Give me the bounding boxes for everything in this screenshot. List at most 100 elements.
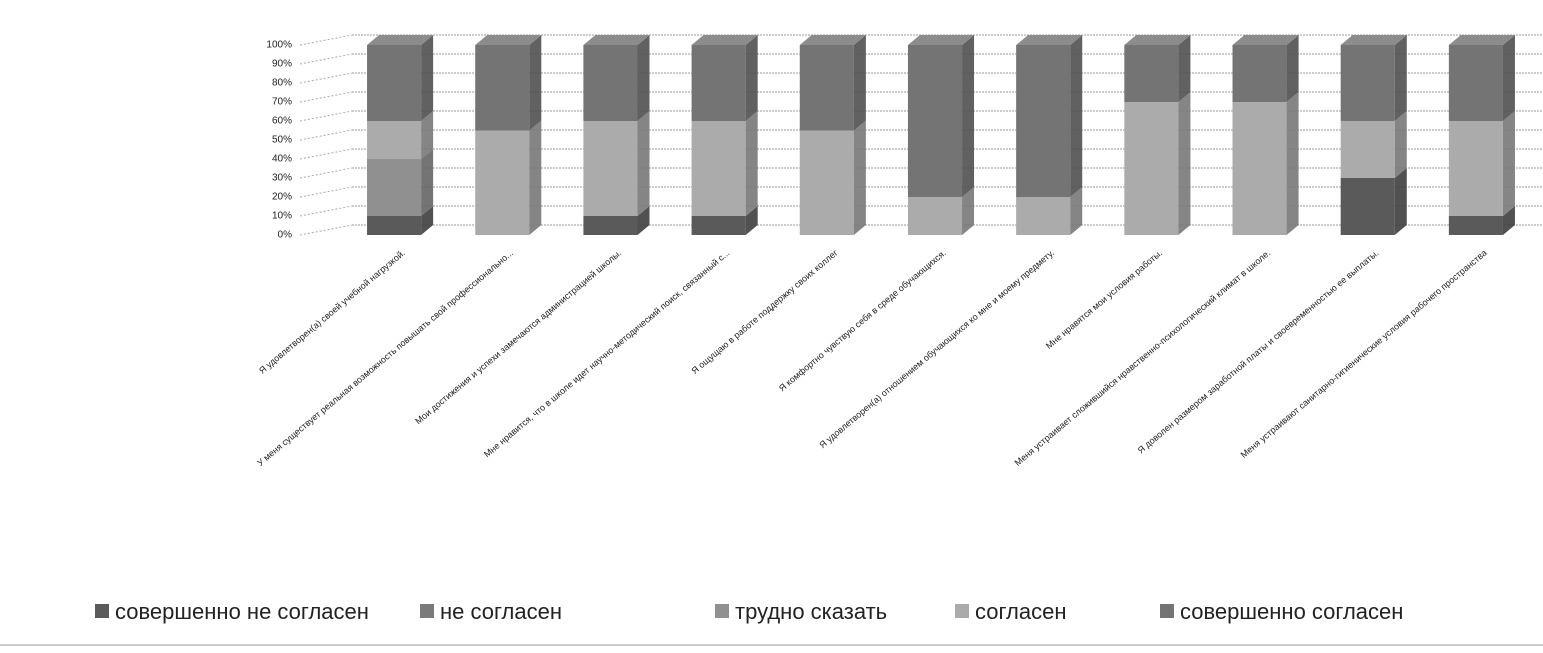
bar-segment <box>907 45 963 197</box>
grid-line <box>299 167 353 179</box>
bar-side <box>1070 35 1083 197</box>
bar-top <box>1232 35 1299 45</box>
bar-top <box>691 35 758 45</box>
y-tick-label: 10% <box>272 211 292 222</box>
bar-segment <box>475 45 530 131</box>
x-tick-label: У меня существует реальная возможность п… <box>255 248 515 468</box>
y-tick-label: 80% <box>272 78 292 89</box>
bar-segment <box>691 121 746 216</box>
bar-segment <box>1448 45 1503 121</box>
bar-top <box>1016 35 1083 45</box>
bar-segment <box>367 121 422 159</box>
y-tick-label: 70% <box>272 97 292 108</box>
bar-segment <box>691 216 746 235</box>
bar-top <box>1340 35 1407 45</box>
x-tick-label: Меня устраивают санитарно-гигиенические … <box>1239 248 1489 460</box>
legend-label: совершенно согласен <box>1180 599 1403 624</box>
y-tick-label: 0% <box>278 230 293 241</box>
bar-top <box>1124 35 1191 45</box>
grid-line <box>299 224 353 236</box>
bar-top <box>583 35 650 45</box>
bar-top <box>475 35 542 45</box>
y-tick-label: 100% <box>266 40 292 51</box>
bar-side <box>421 111 434 159</box>
y-tick-label: 30% <box>272 173 292 184</box>
bar-side <box>637 35 650 121</box>
bar-side <box>1178 92 1191 235</box>
bar-side <box>421 206 434 235</box>
grid-line <box>299 148 353 160</box>
bar-side <box>1286 92 1299 235</box>
legend-swatch <box>1160 604 1174 618</box>
bar-side <box>853 35 866 131</box>
bar-segment <box>1232 102 1287 235</box>
bar-segment <box>1448 216 1503 235</box>
grid-line <box>299 110 353 122</box>
grid-line <box>299 72 353 84</box>
legend-label: совершенно не согласен <box>115 599 369 624</box>
bar-top <box>1448 35 1515 45</box>
y-tick-label: 50% <box>272 135 292 146</box>
legend-swatch <box>420 604 434 618</box>
bar-segment <box>1340 178 1395 235</box>
bar-segment <box>367 45 422 121</box>
bar-segment <box>1124 102 1179 235</box>
x-tick-label: Мне нравится, что в школе идет научно-ме… <box>482 248 731 460</box>
grid-line <box>299 91 353 103</box>
bar-side <box>529 120 542 235</box>
bar-segment <box>583 45 638 121</box>
bar-side <box>1394 35 1407 121</box>
bar-side <box>637 206 650 235</box>
legend-label: трудно сказать <box>735 599 887 624</box>
grid-line <box>299 129 353 141</box>
bar-segment <box>691 45 746 121</box>
legend-swatch <box>715 604 729 618</box>
bar-top <box>367 35 434 45</box>
legend-label: не согласен <box>440 599 562 624</box>
bar-top <box>907 35 975 45</box>
bar-side <box>962 35 975 197</box>
bar-segment <box>475 130 530 235</box>
bar-segment <box>1016 45 1071 197</box>
legend-swatch <box>95 604 109 618</box>
bar-side <box>1178 35 1191 102</box>
grid-line <box>299 186 353 198</box>
bar-segment <box>799 130 854 235</box>
x-tick-label: Я доволен размером заработной платы и св… <box>1136 248 1381 456</box>
y-tick-label: 40% <box>272 154 292 165</box>
bar-side <box>962 187 975 235</box>
legend-label: согласен <box>975 599 1066 624</box>
bar-segment <box>799 45 854 131</box>
bar-segment <box>367 159 422 216</box>
grid-line <box>299 34 353 46</box>
bar-side <box>1502 111 1515 216</box>
bar-side <box>421 149 434 216</box>
x-tick-label: Меня устраивает сложившийся нравственно-… <box>1013 248 1273 468</box>
legend-swatch <box>955 604 969 618</box>
bar-top <box>799 35 866 45</box>
bar-segment <box>907 197 963 235</box>
bar-segment <box>367 216 422 235</box>
bar-segment <box>583 216 638 235</box>
bar-segment <box>1340 45 1395 121</box>
y-tick-label: 20% <box>272 192 292 203</box>
bar-segment <box>1124 45 1179 102</box>
bar-side <box>853 120 866 235</box>
bar-side <box>529 35 542 131</box>
bar-segment <box>1232 45 1287 102</box>
x-tick-label: Мои достижения и успехи замечаются админ… <box>413 248 623 427</box>
bar-segment <box>1448 121 1503 216</box>
y-tick-label: 60% <box>272 116 292 127</box>
bar-segment <box>1340 121 1395 178</box>
bar-side <box>1394 111 1407 178</box>
bar-side <box>421 35 434 121</box>
bar-side <box>745 206 758 235</box>
bar-side <box>1502 35 1515 121</box>
y-tick-label: 90% <box>272 59 292 70</box>
x-tick-label: Я удовлетворен(а) отношением обучающихся… <box>817 248 1056 450</box>
bar-side <box>745 111 758 216</box>
bar-side <box>637 111 650 216</box>
bar-side <box>1502 206 1515 235</box>
grid-line <box>299 205 353 217</box>
